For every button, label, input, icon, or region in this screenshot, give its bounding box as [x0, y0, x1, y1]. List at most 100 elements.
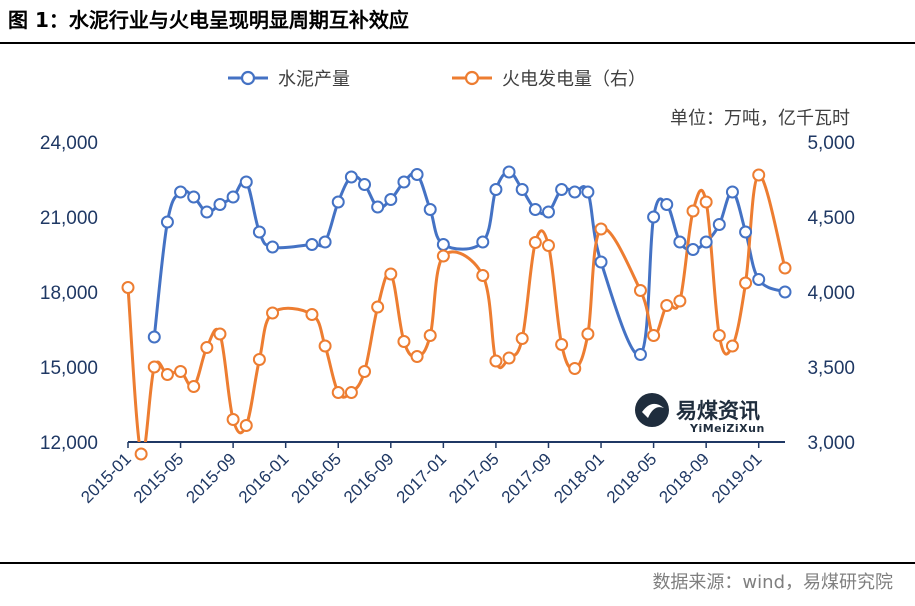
x-tick-label: 2015-09 — [182, 449, 240, 507]
data-point-cement — [555, 183, 569, 196]
left-tick-label: 12,000 — [40, 433, 98, 454]
right-tick-label: 5,000 — [807, 133, 855, 154]
data-point-cement — [147, 330, 161, 344]
data-point-cement — [397, 175, 411, 189]
data-point-cement — [436, 238, 450, 251]
x-axis-ticks: 2015-012015-052015-092016-012016-052016-… — [77, 442, 766, 507]
data-point-thermal-power — [752, 168, 766, 182]
x-tick-label: 2018-05 — [603, 449, 661, 507]
data-point-thermal-power — [397, 335, 411, 348]
data-point-thermal-power — [489, 354, 503, 368]
data-point-thermal-power — [502, 351, 516, 365]
data-point-cement — [568, 185, 582, 199]
data-point-cement — [187, 190, 201, 204]
left-tick-label: 24,000 — [40, 133, 98, 154]
data-point-thermal-power — [331, 386, 345, 399]
data-point-thermal-power — [528, 236, 542, 249]
legend-swatch-thermal-marker — [464, 70, 480, 86]
data-point-cement — [371, 200, 385, 214]
right-axis-ticks: 3,000 3,500 4,000 4,500 5,000 — [807, 133, 855, 454]
data-point-cement — [633, 348, 647, 361]
data-point-thermal-power — [423, 329, 437, 342]
data-point-cement — [200, 205, 214, 219]
footer-divider — [0, 562, 915, 564]
left-tick-label: 15,000 — [40, 358, 98, 379]
legend-label-cement: 水泥产量 — [278, 69, 350, 90]
x-tick-label: 2019-01 — [708, 449, 766, 507]
data-point-thermal-power — [436, 249, 450, 263]
series-layer — [121, 165, 792, 461]
x-tick-label: 2017-01 — [393, 449, 451, 507]
data-point-cement — [686, 243, 700, 256]
data-point-cement — [226, 190, 240, 204]
data-point-cement — [213, 198, 227, 211]
data-point-thermal-power — [160, 368, 174, 381]
data-point-cement — [778, 285, 792, 299]
data-point-cement — [239, 175, 253, 189]
data-point-cement — [515, 183, 529, 196]
legend-swatch-cement-marker — [240, 70, 256, 86]
data-point-cement — [476, 235, 490, 249]
data-point-thermal-power — [318, 339, 332, 353]
data-point-thermal-power — [174, 365, 188, 378]
data-point-thermal-power — [213, 327, 227, 341]
watermark-name: 易煤资讯 — [676, 399, 760, 423]
data-point-thermal-power — [686, 204, 700, 218]
data-point-thermal-power — [739, 276, 753, 290]
data-point-cement — [331, 195, 345, 209]
right-tick-label: 3,000 — [807, 433, 855, 454]
data-point-thermal-power — [200, 341, 214, 354]
data-point-cement — [660, 198, 674, 211]
series-line-cement — [152, 170, 786, 357]
unit-label: 单位：万吨，亿千瓦时 — [670, 108, 850, 129]
data-point-thermal-power — [594, 222, 608, 236]
data-point-cement — [305, 238, 319, 251]
data-point-cement — [174, 185, 188, 199]
data-point-thermal-power — [121, 281, 135, 294]
watermark-logo: 易煤资讯 YiMeiZiXun — [635, 393, 764, 435]
data-point-thermal-power — [134, 447, 148, 461]
legend-label-thermal-power: 火电发电量（右） — [502, 69, 646, 90]
x-tick-label: 2016-05 — [288, 449, 346, 507]
data-point-cement — [423, 203, 437, 216]
data-point-thermal-power — [305, 308, 319, 321]
data-point-cement — [647, 210, 661, 224]
data-point-thermal-power — [239, 419, 253, 432]
data-point-cement — [410, 168, 424, 181]
figure-title: 图 1：水泥行业与火电呈现明显周期互补效应 — [8, 8, 409, 32]
data-point-thermal-power — [712, 329, 726, 342]
data-point-cement — [344, 170, 358, 184]
data-point-cement — [318, 235, 332, 249]
data-point-cement — [673, 235, 687, 249]
data-point-thermal-power — [266, 306, 280, 320]
data-point-thermal-power — [633, 284, 647, 297]
data-point-cement — [266, 240, 280, 254]
legend: 水泥产量 火电发电量（右） — [228, 69, 646, 90]
x-tick-label: 2017-05 — [445, 449, 503, 507]
data-point-cement — [384, 193, 398, 206]
data-point-thermal-power — [725, 339, 739, 353]
x-tick-label: 2015-01 — [77, 449, 135, 507]
x-tick-label: 2016-01 — [235, 449, 293, 507]
x-tick-label: 2018-09 — [655, 449, 713, 507]
data-point-cement — [541, 205, 555, 219]
right-tick-label: 4,500 — [807, 208, 855, 229]
left-axis-ticks: 12,000 15,000 18,000 21,000 24,000 — [40, 133, 98, 454]
data-point-thermal-power — [647, 329, 661, 342]
data-point-cement — [725, 185, 739, 199]
watermark-wave-icon — [642, 403, 664, 418]
data-point-thermal-power — [699, 195, 713, 209]
x-tick-label: 2016-09 — [340, 449, 398, 507]
data-point-cement — [502, 165, 516, 179]
data-point-thermal-power — [358, 365, 372, 378]
data-point-cement — [594, 255, 608, 269]
data-point-thermal-power — [568, 362, 582, 375]
data-point-cement — [489, 183, 503, 196]
data-point-thermal-power — [344, 386, 358, 399]
right-tick-label: 3,500 — [807, 358, 855, 379]
data-point-thermal-power — [371, 300, 385, 314]
x-tick-label: 2017-09 — [498, 449, 556, 507]
data-point-thermal-power — [660, 299, 674, 312]
data-point-cement — [358, 178, 372, 191]
data-point-thermal-power — [147, 360, 161, 374]
